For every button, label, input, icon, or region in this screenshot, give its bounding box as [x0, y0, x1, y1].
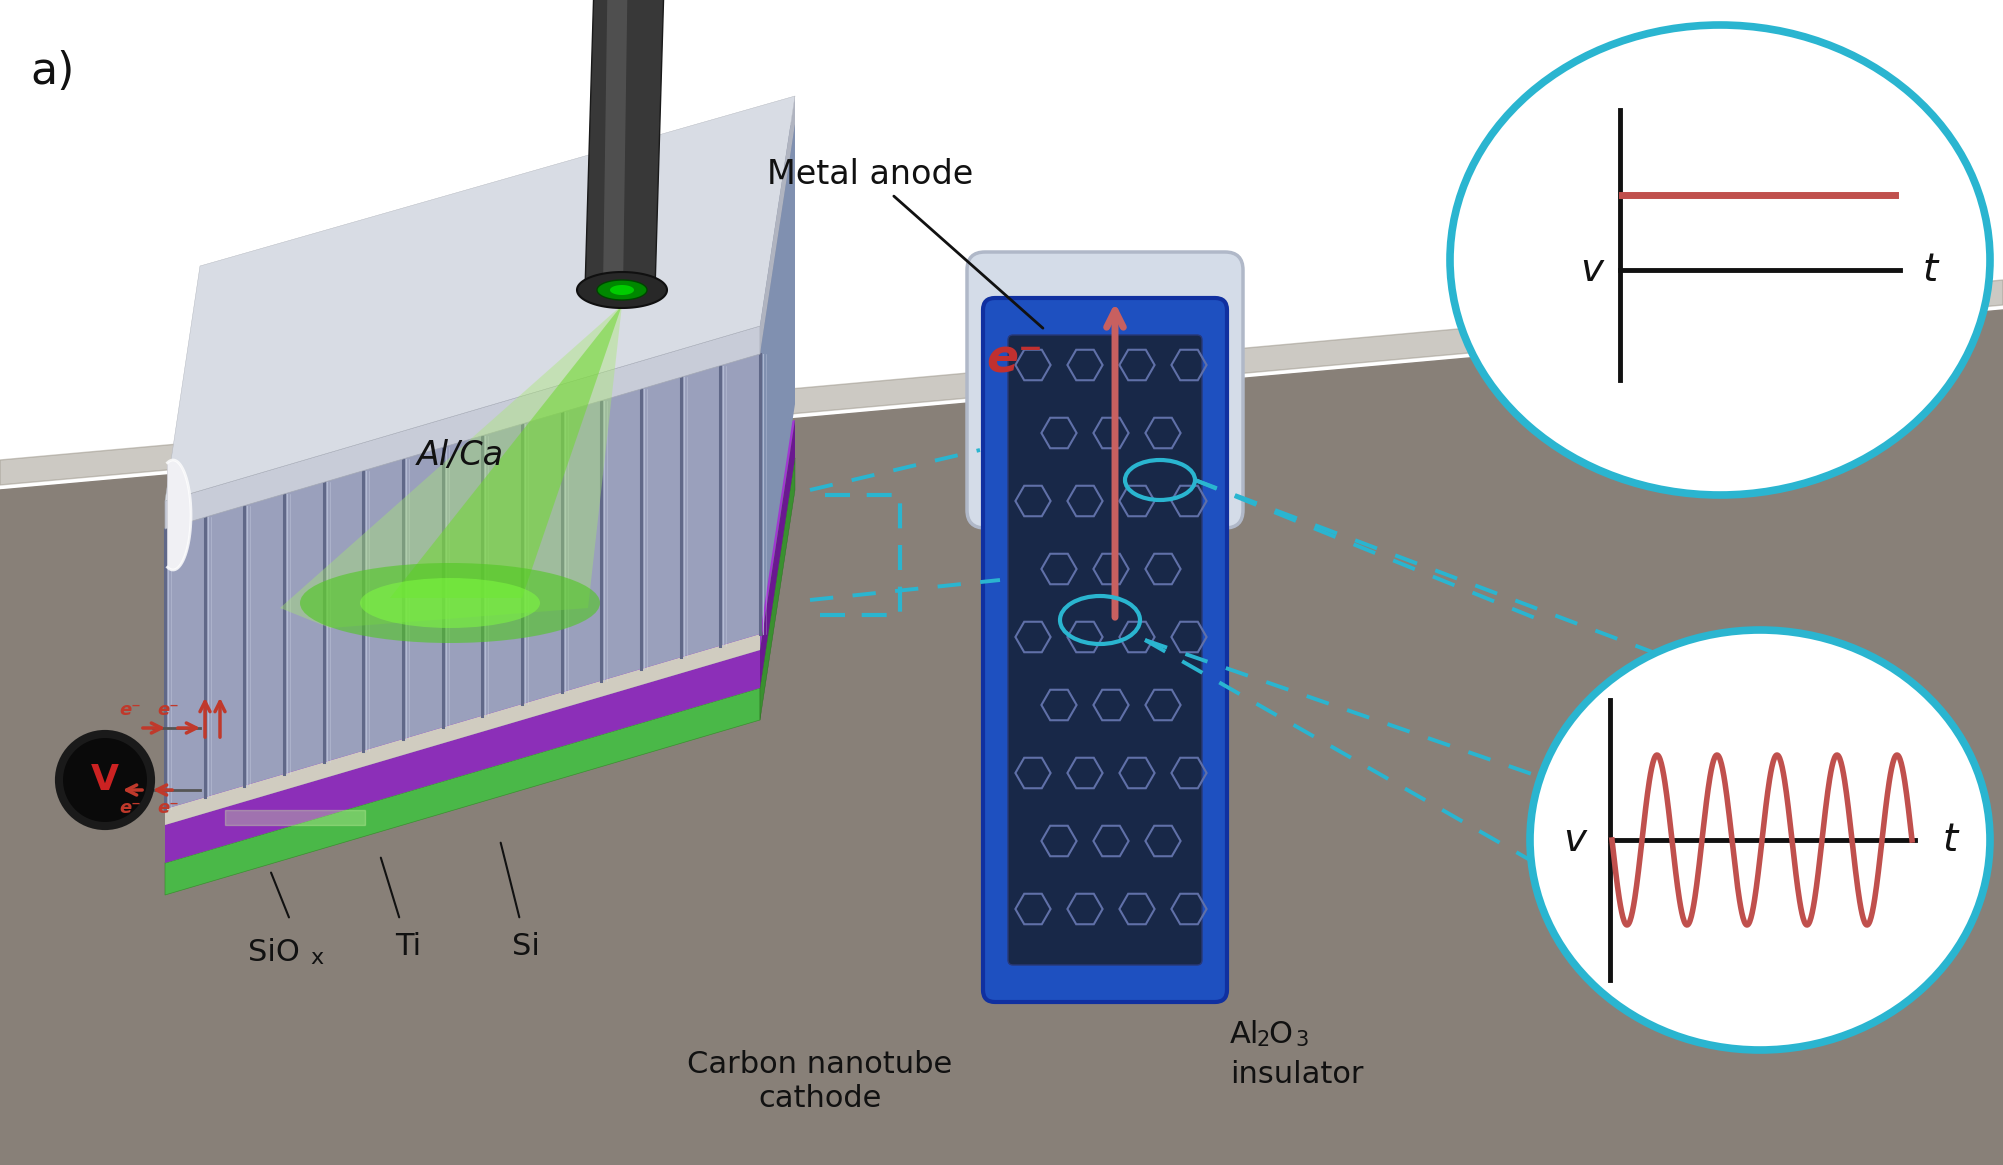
Polygon shape	[164, 634, 759, 825]
Polygon shape	[577, 271, 667, 308]
Polygon shape	[0, 490, 2003, 1165]
FancyBboxPatch shape	[1008, 336, 1202, 965]
Text: e⁻: e⁻	[118, 799, 140, 817]
Polygon shape	[0, 310, 2003, 1165]
Text: Ti: Ti	[395, 932, 421, 961]
Text: v: v	[1564, 821, 1586, 859]
Text: t: t	[1943, 821, 1957, 859]
Polygon shape	[164, 458, 795, 863]
Circle shape	[62, 737, 146, 822]
Text: SiO: SiO	[248, 938, 300, 967]
Polygon shape	[759, 421, 795, 689]
Text: insulator: insulator	[1230, 1060, 1364, 1089]
Polygon shape	[280, 305, 623, 628]
FancyBboxPatch shape	[967, 252, 1244, 528]
Polygon shape	[603, 0, 629, 290]
Text: V: V	[90, 763, 118, 797]
Ellipse shape	[1450, 24, 1991, 495]
Text: Al/Ca: Al/Ca	[417, 438, 503, 472]
Polygon shape	[0, 280, 2003, 485]
Ellipse shape	[1530, 630, 1991, 1050]
Polygon shape	[391, 305, 623, 598]
Text: Metal anode: Metal anode	[767, 158, 1044, 329]
Text: e⁻: e⁻	[156, 701, 178, 719]
Text: 2: 2	[1256, 1030, 1270, 1050]
Polygon shape	[759, 458, 795, 720]
Polygon shape	[164, 421, 795, 825]
Text: Carbon nanotube
cathode: Carbon nanotube cathode	[687, 1050, 953, 1113]
Ellipse shape	[361, 578, 541, 628]
Polygon shape	[0, 0, 2003, 490]
Polygon shape	[759, 123, 795, 634]
Text: Al: Al	[1230, 1021, 1260, 1048]
Text: a): a)	[30, 50, 74, 93]
Text: t: t	[1923, 250, 1937, 289]
Polygon shape	[611, 285, 635, 295]
Polygon shape	[200, 123, 795, 574]
Text: O: O	[1268, 1021, 1292, 1048]
Text: e⁻: e⁻	[987, 338, 1044, 382]
Text: 3: 3	[1296, 1030, 1308, 1050]
Text: v: v	[1580, 250, 1604, 289]
Polygon shape	[164, 326, 759, 529]
Polygon shape	[585, 0, 665, 290]
FancyBboxPatch shape	[983, 298, 1228, 1002]
Polygon shape	[597, 280, 647, 301]
Polygon shape	[759, 96, 795, 354]
Polygon shape	[164, 650, 759, 863]
Text: e⁻: e⁻	[118, 701, 140, 719]
Circle shape	[56, 732, 152, 828]
Polygon shape	[164, 354, 759, 809]
Polygon shape	[168, 460, 190, 570]
Text: e⁻: e⁻	[156, 799, 178, 817]
Polygon shape	[164, 689, 759, 895]
Polygon shape	[164, 96, 795, 501]
Polygon shape	[224, 810, 365, 825]
Text: x: x	[310, 948, 322, 968]
Ellipse shape	[300, 563, 601, 643]
Text: Si: Si	[513, 932, 541, 961]
